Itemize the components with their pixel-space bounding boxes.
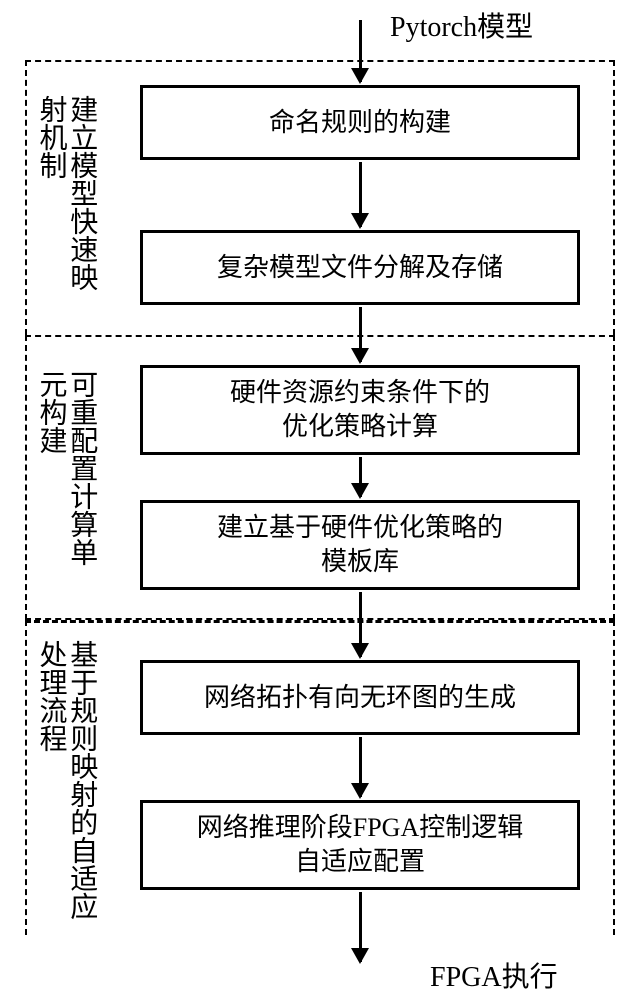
arrow-1 — [359, 162, 362, 227]
arrow-5 — [359, 737, 362, 797]
section-1-label: 建立模型快速映射机制 — [38, 95, 93, 305]
process-box-dag-generation: 网络拓扑有向无环图的生成 — [140, 660, 580, 735]
section-2-label: 可重配置计算单元构建 — [38, 370, 93, 580]
output-label: FPGA执行 — [430, 955, 558, 995]
process-box-hardware-constraints: 硬件资源约束条件下的优化策略计算 — [140, 365, 580, 455]
process-box-model-decomposition: 复杂模型文件分解及存储 — [140, 230, 580, 305]
input-label: Pytorch模型 — [390, 5, 533, 45]
process-box-fpga-config: 网络推理阶段FPGA控制逻辑自适应配置 — [140, 800, 580, 890]
process-box-naming-rules: 命名规则的构建 — [140, 85, 580, 160]
arrow-output — [359, 892, 362, 962]
process-box-template-library: 建立基于硬件优化策略的模板库 — [140, 500, 580, 590]
section-3-label: 基于规则映射的自适应处理流程 — [38, 640, 93, 920]
arrow-3 — [359, 457, 362, 497]
